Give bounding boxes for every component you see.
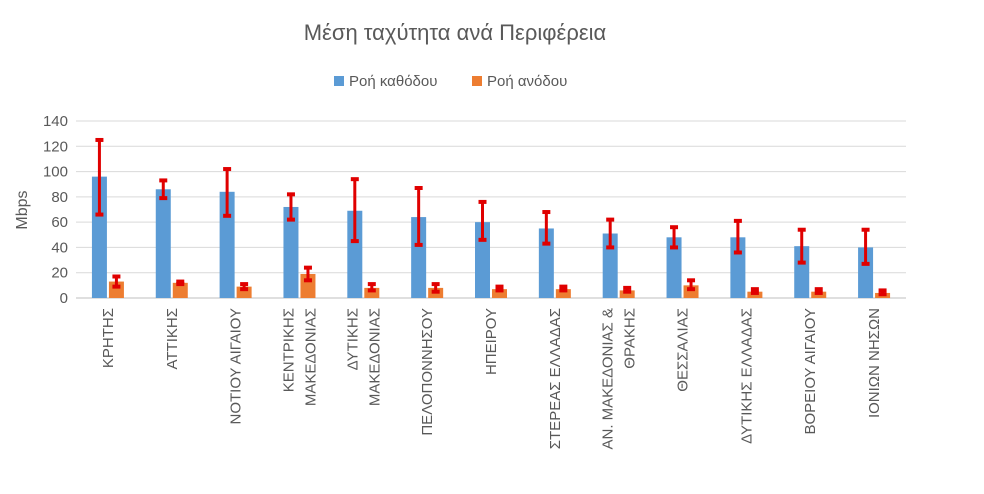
y-tick-label: 0 xyxy=(60,290,68,307)
bar-upload xyxy=(172,282,188,298)
bar-download xyxy=(155,189,171,298)
chart-title: Μέση ταχύτητα ανά Περιφέρεια xyxy=(304,20,607,45)
bar-upload xyxy=(364,287,380,298)
bar-download xyxy=(347,210,363,298)
bar-download xyxy=(91,176,107,298)
y-tick-labels: 0 20 40 60 80 100 120 140 xyxy=(43,113,68,307)
x-tick-label: ΚΡΗΤΗΣ xyxy=(100,308,117,368)
y-tick-label: 40 xyxy=(51,239,68,256)
x-tick-label-line: ΗΠΕΙΡΟΥ xyxy=(483,308,500,375)
y-tick-label: 20 xyxy=(51,265,68,282)
legend-label-download: Ροή καθόδου xyxy=(349,73,437,90)
x-tick-labels: ΚΡΗΤΗΣ ΑΤΤΙΚΗΣ ΝΟΤΙΟΥ ΑΙΓΑΙΟΥ ΚΕΝΤΡΙΚΗΣ ΜΑΚΕ… xyxy=(100,308,883,450)
x-tick-label-line: ΚΕΝΤΡΙΚΗΣ xyxy=(280,308,297,392)
bar-download xyxy=(602,233,618,298)
x-tick-label-line: ΚΡΗΤΗΣ xyxy=(100,308,117,368)
x-tick-label-line: ΘΕΣΣΑΛΙΑΣ xyxy=(675,308,692,392)
x-tick-label-line: ΙΟΝΙΩΝ ΝΗΣΩΝ xyxy=(866,308,883,418)
legend-label-upload: Ροή ανόδου xyxy=(487,73,567,90)
bar-download xyxy=(794,246,810,298)
y-tick-label: 80 xyxy=(51,189,68,206)
x-tick-label: ΝΟΤΙΟΥ ΑΙΓΑΙΟΥ xyxy=(228,308,245,425)
y-tick-label: 60 xyxy=(51,214,68,231)
x-tick-label-line: ΜΑΚΕΔΟΝΙΑΣ xyxy=(366,308,383,406)
x-tick-label-line: ΠΕΛΟΠΟΝΝΗΣΟΥ xyxy=(419,308,436,436)
x-tick-label: ΘΕΣΣΑΛΙΑΣ xyxy=(675,308,692,392)
x-tick-label-line: ΔΥΤΙΚΗΣ xyxy=(344,308,361,370)
x-tick-label: ΑΤΤΙΚΗΣ xyxy=(164,308,181,370)
y-axis-label: Mbps xyxy=(14,190,31,229)
x-tick-label: ΑΝ. ΜΑΚΕΔΟΝΙΑΣ & ΘΡΑΚΗΣ xyxy=(600,308,639,450)
gridlines xyxy=(76,120,906,299)
x-tick-label-line: ΝΟΤΙΟΥ ΑΙΓΑΙΟΥ xyxy=(228,308,245,425)
x-tick-label-line: ΑΝ. ΜΑΚΕΔΟΝΙΑΣ & xyxy=(600,308,617,450)
bar-upload xyxy=(236,286,252,298)
x-tick-label-line: ΔΥΤΙΚΗΣ ΕΛΛΑΔΑΣ xyxy=(738,308,755,444)
x-tick-label-line: ΣΤΕΡΕΑΣ ΕΛΛΑΔΑΣ xyxy=(547,308,564,449)
x-tick-label-line: ΜΑΚΕΔΟΝΙΑΣ xyxy=(302,308,319,406)
y-tick-label: 100 xyxy=(43,164,68,181)
bar-upload xyxy=(555,289,571,298)
bar-download xyxy=(283,206,299,298)
bar-download xyxy=(858,247,874,298)
x-tick-label: ΔΥΤΙΚΗΣ ΕΛΛΑΔΑΣ xyxy=(738,308,755,444)
x-tick-label: ΒΟΡΕΙΟΥ ΑΙΓΑΙΟΥ xyxy=(802,308,819,435)
legend: Ροή καθόδου Ροή ανόδου xyxy=(334,73,567,90)
y-tick-label: 120 xyxy=(43,138,68,155)
bar-upload xyxy=(492,289,507,298)
legend-swatch-upload xyxy=(472,76,482,86)
x-tick-label: ΚΕΝΤΡΙΚΗΣ ΜΑΚΕΔΟΝΙΑΣ xyxy=(280,308,319,406)
x-tick-label-line: ΘΡΑΚΗΣ xyxy=(622,308,639,369)
x-tick-label-line: ΒΟΡΕΙΟΥ ΑΙΓΑΙΟΥ xyxy=(802,308,819,435)
x-tick-label: ΠΕΛΟΠΟΝΝΗΣΟΥ xyxy=(419,308,436,436)
x-tick-label: ΙΟΝΙΩΝ ΝΗΣΩΝ xyxy=(866,308,883,418)
bar-upload xyxy=(619,290,635,298)
x-tick-label: ΣΤΕΡΕΑΣ ΕΛΛΑΔΑΣ xyxy=(547,308,564,449)
x-tick-label: ΔΥΤΙΚΗΣ ΜΑΚΕΔΟΝΙΑΣ xyxy=(344,308,383,406)
bar-download xyxy=(411,217,427,298)
bar-download xyxy=(538,228,554,298)
bars xyxy=(91,176,891,298)
bar-download xyxy=(219,191,235,298)
legend-swatch-download xyxy=(334,76,344,86)
error-bars xyxy=(95,137,887,297)
bar-download xyxy=(666,237,682,298)
x-tick-label-line: ΑΤΤΙΚΗΣ xyxy=(164,308,181,370)
y-tick-label: 140 xyxy=(43,113,68,130)
x-tick-label: ΗΠΕΙΡΟΥ xyxy=(483,308,500,375)
